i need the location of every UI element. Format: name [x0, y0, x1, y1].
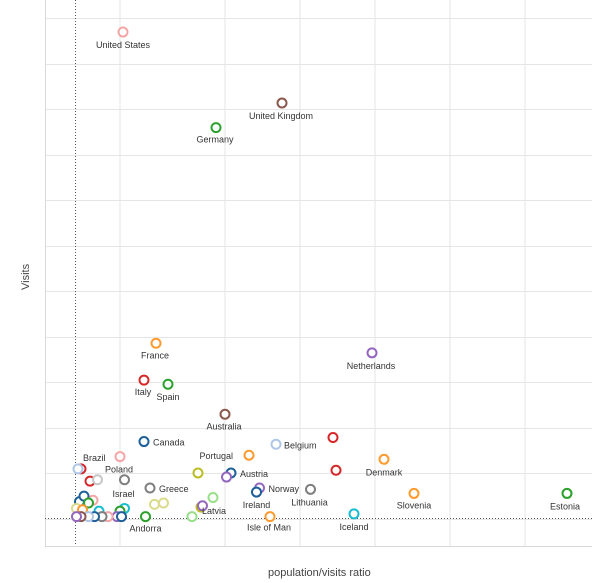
point-united-kingdom	[276, 97, 288, 109]
point	[72, 463, 84, 475]
label-slovenia: Slovenia	[397, 500, 432, 510]
point	[197, 500, 208, 512]
label-italy: Italy	[135, 387, 152, 397]
point-united-states	[117, 26, 129, 38]
y-axis-label: Visits	[20, 263, 32, 290]
point	[207, 492, 219, 504]
point-netherlands	[366, 347, 378, 359]
point-andorra	[140, 511, 151, 523]
point-iceland	[348, 508, 360, 520]
label-austria: Austria	[240, 469, 268, 479]
label-iceland: Iceland	[339, 522, 368, 532]
label-poland: Poland	[105, 465, 133, 475]
label-greece: Greece	[159, 484, 189, 494]
label-united-states: United States	[96, 40, 151, 50]
point	[92, 474, 103, 486]
grid	[45, 0, 592, 547]
label-belgium: Belgium	[284, 440, 317, 450]
data-points	[71, 26, 573, 523]
label-israel: Israel	[112, 489, 134, 499]
point	[83, 497, 94, 509]
point	[327, 431, 339, 443]
reference-lines	[45, 0, 592, 546]
point-greece	[144, 482, 156, 494]
point	[116, 511, 127, 523]
point-isle-of-man	[264, 511, 276, 523]
point-ireland	[251, 486, 262, 498]
point-spain	[162, 378, 174, 390]
label-norway: Norway	[269, 484, 300, 494]
x-axis-label: population/visits ratio	[268, 567, 371, 579]
point-australia	[219, 408, 231, 420]
point-israel	[119, 474, 130, 486]
point-poland	[114, 451, 126, 463]
label-isle-of-man: Isle of Man	[247, 523, 291, 533]
point-portugal	[243, 449, 255, 461]
point-slovenia	[408, 487, 420, 499]
label-denmark: Denmark	[366, 467, 403, 477]
point	[186, 511, 198, 523]
label-canada: Canada	[153, 438, 185, 448]
label-germany: Germany	[196, 135, 234, 145]
point	[158, 497, 169, 509]
point-estonia	[561, 487, 573, 499]
point	[192, 467, 204, 479]
label-portugal: Portugal	[199, 451, 233, 461]
point-belgium	[270, 438, 282, 450]
point-denmark	[378, 453, 390, 465]
point-lithuania	[305, 483, 316, 495]
point-germany	[210, 122, 222, 134]
point	[71, 511, 82, 523]
point-france	[150, 337, 162, 349]
label-ireland: Ireland	[243, 500, 271, 510]
point	[330, 464, 342, 476]
label-united-kingdom: United Kingdom	[249, 111, 313, 121]
label-andorra: Andorra	[129, 524, 161, 534]
point-italy	[138, 374, 150, 386]
label-latvia: Latvia	[202, 506, 226, 516]
point	[221, 471, 232, 483]
point-labels: United States United Kingdom Germany Nether…	[83, 40, 580, 534]
point	[149, 498, 160, 510]
label-france: France	[141, 350, 169, 360]
label-spain: Spain	[156, 392, 179, 402]
label-brazil: Brazil	[83, 453, 106, 463]
point-canada	[138, 436, 150, 448]
label-netherlands: Netherlands	[347, 361, 396, 371]
label-lithuania: Lithuania	[291, 497, 328, 507]
label-australia: Australia	[206, 421, 241, 431]
label-estonia: Estonia	[550, 501, 580, 511]
